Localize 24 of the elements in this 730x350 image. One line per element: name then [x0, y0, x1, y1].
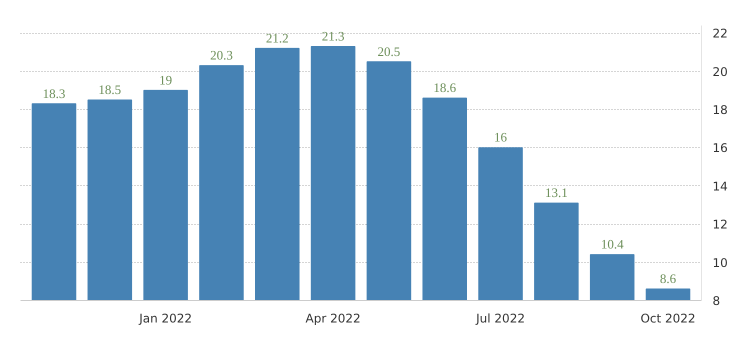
data-label: 18.6 — [433, 80, 457, 96]
y-tick-label: 12 — [712, 218, 728, 232]
data-label: 18.5 — [98, 82, 122, 97]
x-tick-label: Oct 2022 — [640, 312, 696, 326]
x-tick-label: Apr 2022 — [306, 312, 361, 326]
y-tick-label: 20 — [712, 64, 728, 79]
y-tick-label: 22 — [712, 26, 728, 41]
y-tick-label: 18 — [712, 103, 728, 118]
y-tick-label: 14 — [712, 179, 728, 194]
data-label: 8.6 — [660, 271, 677, 286]
data-label: 19 — [159, 72, 172, 88]
data-label: 21.3 — [322, 28, 344, 44]
y-tick-label: 16 — [712, 141, 728, 156]
data-label: 18.3 — [42, 86, 66, 101]
data-label: 10.4 — [600, 236, 624, 252]
data-label: 20.5 — [378, 44, 400, 59]
y-tick-label: 10 — [712, 256, 728, 270]
data-label: 21.2 — [266, 30, 289, 46]
data-label: 20.3 — [210, 48, 233, 63]
x-tick-label: Jan 2022 — [138, 312, 192, 326]
data-label: 16 — [494, 130, 508, 145]
y-tick-label: 8 — [712, 294, 720, 308]
x-tick-label: Jul 2022 — [475, 312, 525, 326]
data-label: 13.1 — [544, 185, 568, 200]
